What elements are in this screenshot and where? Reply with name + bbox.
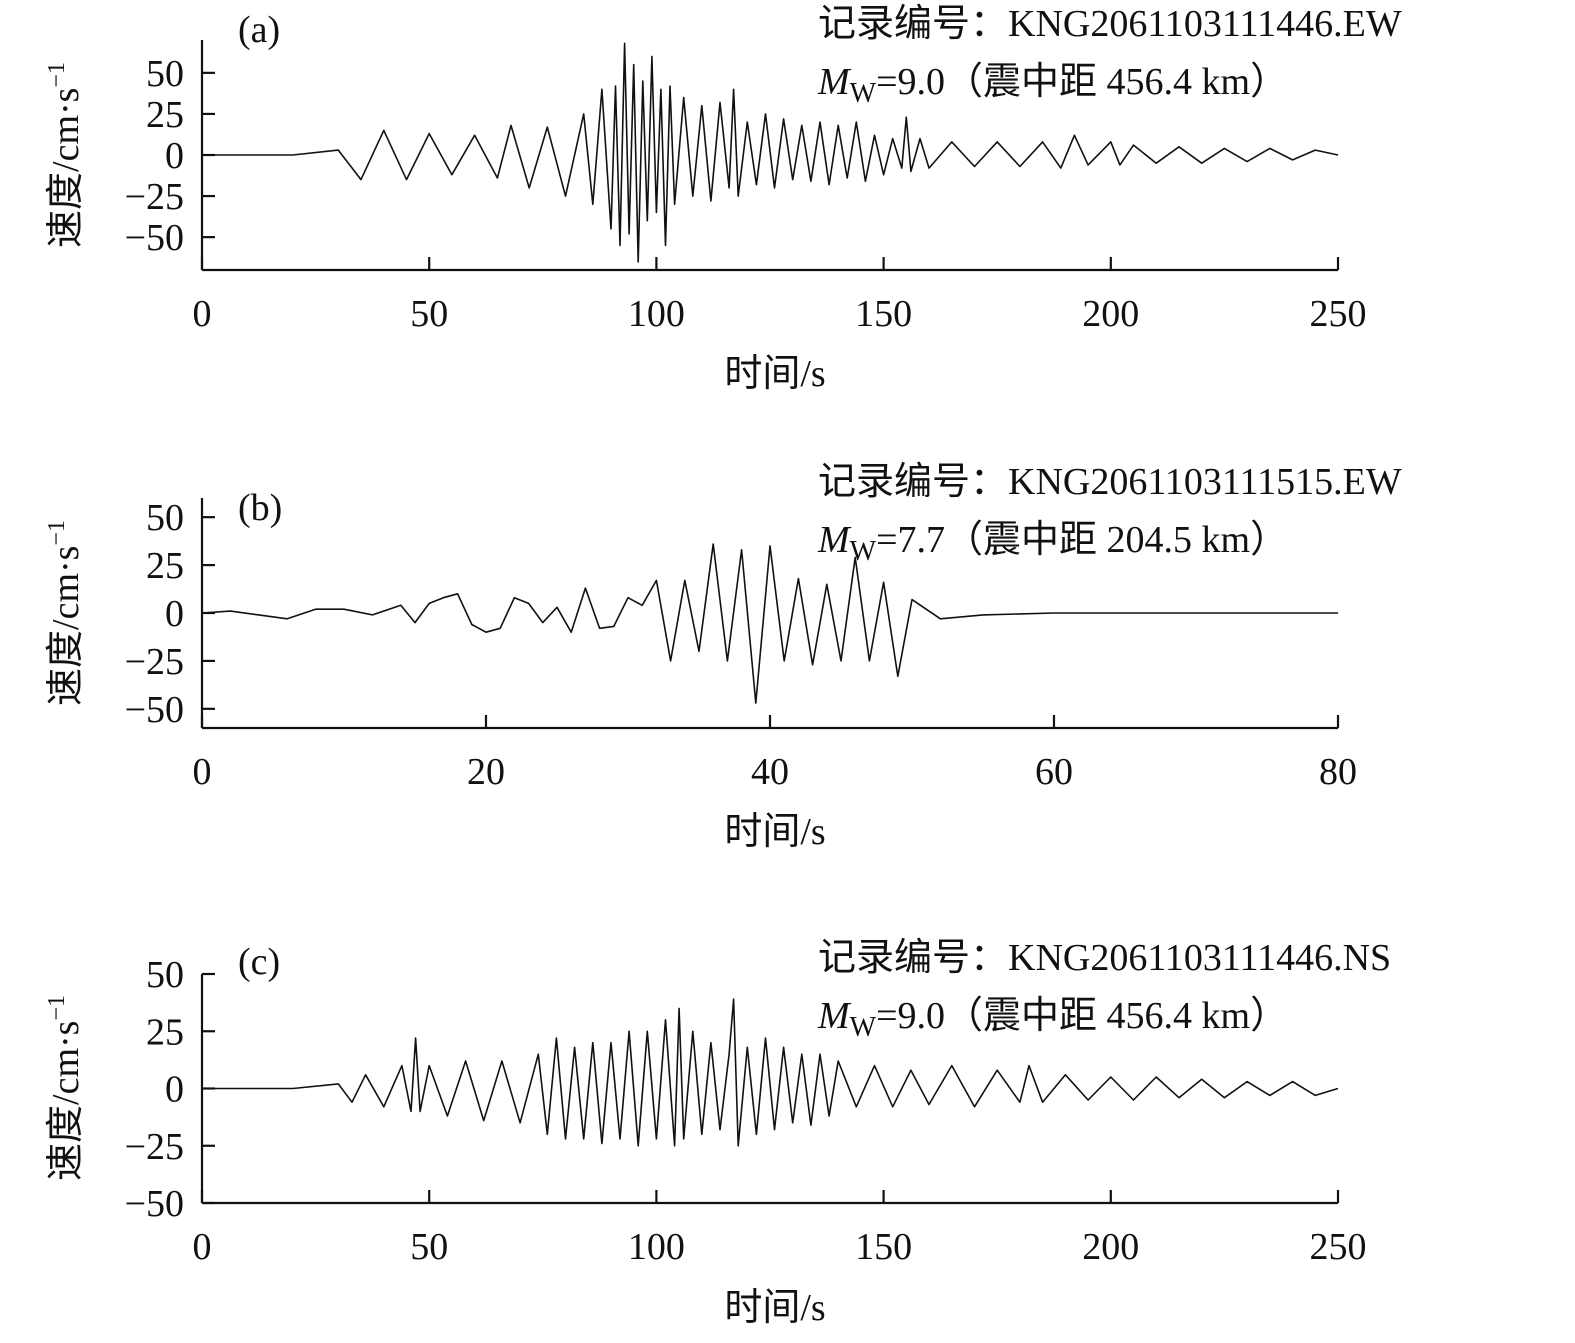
x-tick-label: 100 xyxy=(628,293,685,335)
panel-a: (a) 记录编号：KNG2061103111446.EW MW=9.0（震中距 … xyxy=(44,3,1402,395)
x-tick-label: 0 xyxy=(193,293,212,335)
x-tick-label: 100 xyxy=(628,1226,685,1268)
y-axis-title-superscript: −1 xyxy=(44,62,70,88)
magnitude-subscript: W xyxy=(850,78,877,109)
x-axis-title: 时间/s xyxy=(724,353,825,395)
y-axis-title: 速度/cm·s−1 xyxy=(44,520,87,706)
velocity-trace xyxy=(202,42,1339,263)
y-tick-label: 25 xyxy=(146,94,184,136)
record-prefix: 记录编号： xyxy=(818,937,1008,979)
x-axis-title: 时间/s xyxy=(724,1287,825,1329)
record-annotation: 记录编号：KNG2061103111446.EW xyxy=(818,3,1402,45)
y-tick-label: 0 xyxy=(165,593,184,635)
x-tick-label: 0 xyxy=(193,1226,212,1268)
x-tick-label: 150 xyxy=(855,293,912,335)
y-tick-label: 50 xyxy=(146,53,184,95)
y-tick-label: 25 xyxy=(146,1011,184,1053)
magnitude-annotation: MW=9.0（震中距 456.4 km） xyxy=(817,995,1288,1043)
y-axis-title: 速度/cm·s−1 xyxy=(44,995,87,1181)
y-axis-title-text: 速度/cm·s xyxy=(45,1021,87,1181)
y-axis-title-text: 速度/cm·s xyxy=(45,88,87,248)
x-tick-label: 250 xyxy=(1310,1226,1367,1268)
y-tick-label: 50 xyxy=(146,954,184,996)
panel-c: (c) 记录编号：KNG2061103111446.NS MW=9.0（震中距 … xyxy=(44,937,1391,1329)
panel-b: (b) 记录编号：KNG2061103111515.EW MW=7.7（震中距 … xyxy=(44,461,1402,853)
x-tick-label: 50 xyxy=(410,1226,448,1268)
y-tick-label: −25 xyxy=(125,1126,184,1168)
x-tick-label: 20 xyxy=(467,751,505,793)
y-tick-label: −25 xyxy=(125,176,184,218)
record-id: KNG2061103111446.NS xyxy=(1008,937,1391,979)
x-tick-label: 40 xyxy=(751,751,789,793)
x-tick-label: 80 xyxy=(1319,751,1357,793)
y-tick-label: 0 xyxy=(165,1069,184,1111)
y-tick-label: −50 xyxy=(125,217,184,259)
y-tick-label: 50 xyxy=(146,497,184,539)
y-tick-label: −50 xyxy=(125,689,184,731)
y-tick-label: −25 xyxy=(125,641,184,683)
magnitude-subscript: W xyxy=(850,536,877,567)
magnitude-value: =9.0 xyxy=(876,61,945,103)
y-axis-title-text: 速度/cm·s xyxy=(45,546,87,706)
magnitude-annotation: MW=9.0（震中距 456.4 km） xyxy=(817,61,1288,109)
distance-text: （震中距 456.4 km） xyxy=(945,995,1288,1037)
y-axis-title-superscript: −1 xyxy=(44,520,70,546)
magnitude-symbol: M xyxy=(817,519,852,561)
y-axis-title: 速度/cm·s−1 xyxy=(44,62,87,248)
record-prefix: 记录编号： xyxy=(818,3,1008,45)
x-tick-label: 50 xyxy=(410,293,448,335)
panel-label: (c) xyxy=(238,941,280,983)
magnitude-annotation: MW=7.7（震中距 204.5 km） xyxy=(817,519,1288,567)
velocity-trace xyxy=(202,998,1339,1147)
x-axis-title: 时间/s xyxy=(724,811,825,853)
magnitude-value: =9.0 xyxy=(876,995,945,1037)
magnitude-value: =7.7 xyxy=(876,519,945,561)
y-axis-title-superscript: −1 xyxy=(44,995,70,1021)
distance-text: （震中距 204.5 km） xyxy=(945,519,1288,561)
panel-label: (a) xyxy=(238,9,280,51)
y-tick-label: 25 xyxy=(146,545,184,587)
magnitude-subscript: W xyxy=(850,1012,877,1043)
record-prefix: 记录编号： xyxy=(818,461,1008,503)
x-tick-label: 60 xyxy=(1035,751,1073,793)
velocity-trace xyxy=(201,543,1338,704)
x-tick-label: 150 xyxy=(855,1226,912,1268)
magnitude-symbol: M xyxy=(817,995,852,1037)
record-annotation: 记录编号：KNG2061103111515.EW xyxy=(818,461,1402,503)
x-tick-label: 200 xyxy=(1082,1226,1139,1268)
axis-ticks: 0 20 40 60 80 50 25 0 −25 −50 xyxy=(125,497,1357,793)
distance-text: （震中距 456.4 km） xyxy=(945,61,1288,103)
y-tick-label: 0 xyxy=(165,135,184,177)
magnitude-symbol: M xyxy=(817,61,852,103)
y-tick-label: −50 xyxy=(125,1183,184,1225)
record-id: KNG2061103111515.EW xyxy=(1008,461,1402,503)
record-id: KNG2061103111446.EW xyxy=(1008,3,1402,45)
record-annotation: 记录编号：KNG2061103111446.NS xyxy=(818,937,1391,979)
panel-label: (b) xyxy=(238,487,282,529)
x-tick-label: 250 xyxy=(1310,293,1367,335)
x-tick-label: 200 xyxy=(1082,293,1139,335)
x-tick-label: 0 xyxy=(193,751,212,793)
